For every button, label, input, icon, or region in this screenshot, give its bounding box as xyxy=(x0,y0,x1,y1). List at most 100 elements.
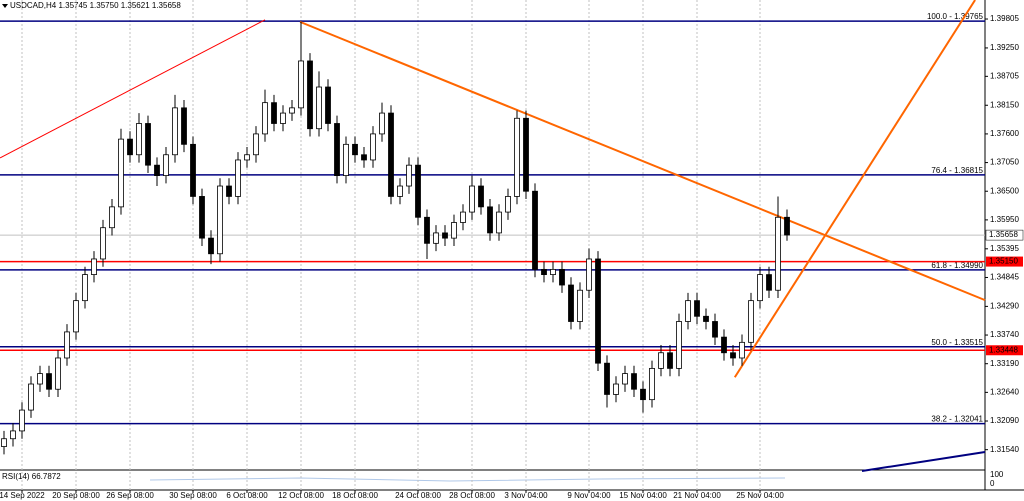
candle-body xyxy=(19,409,25,432)
y-tick-label: 1.32640 xyxy=(990,387,1019,396)
candle-body xyxy=(10,430,16,440)
trendline xyxy=(733,0,976,378)
fibo-label: 38.2 - 1.32041 xyxy=(931,415,983,424)
y-tick-label: 1.39805 xyxy=(990,14,1019,23)
menu-arrow[interactable] xyxy=(2,4,8,8)
x-tick-label: 6 Oct 08:00 xyxy=(226,491,268,500)
candle-body xyxy=(406,164,412,187)
y-tick-label: 1.33190 xyxy=(990,359,1019,368)
candle-body xyxy=(685,300,691,322)
candle-body xyxy=(235,159,241,197)
price-label: 1.33448 xyxy=(989,345,1018,354)
y-tick-label: 1.32090 xyxy=(990,416,1019,425)
x-tick-label: 24 Oct 08:00 xyxy=(395,491,441,500)
indicator-trendline xyxy=(861,451,986,472)
y-tick-label: 1.37050 xyxy=(990,158,1019,167)
candle-body xyxy=(757,274,763,302)
candle-body xyxy=(271,102,277,124)
x-tick-label: 30 Sep 08:00 xyxy=(169,491,217,500)
candle-body xyxy=(181,107,187,145)
candle-body xyxy=(433,232,439,244)
candle-body xyxy=(334,123,340,176)
candle-body xyxy=(568,284,574,322)
candle-body xyxy=(559,268,565,286)
fibo-label: 100.0 - 1.39765 xyxy=(927,12,984,21)
candle-body xyxy=(460,211,466,223)
candle-body xyxy=(361,154,367,161)
candle-body xyxy=(289,107,295,114)
candle-body xyxy=(154,164,160,176)
candle-body xyxy=(415,164,421,218)
candle-body xyxy=(496,211,502,234)
candle-body xyxy=(1,438,7,447)
x-tick-label: 18 Oct 08:00 xyxy=(332,491,378,500)
candle-body xyxy=(37,373,43,385)
y-tick-label: 1.38150 xyxy=(990,100,1019,109)
candle-body xyxy=(253,133,259,156)
candle-body xyxy=(82,274,88,302)
fibo-label: 50.0 - 1.33515 xyxy=(931,338,983,347)
candle-body xyxy=(487,206,493,234)
candle-body xyxy=(523,117,529,192)
candle-body xyxy=(712,321,718,338)
candle-body xyxy=(298,60,304,109)
x-tick-label: 28 Oct 08:00 xyxy=(449,491,495,500)
candle-body xyxy=(631,373,637,390)
fibo-label: 76.4 - 1.36815 xyxy=(931,166,983,175)
candle-body xyxy=(667,352,673,369)
candle-body xyxy=(127,138,133,156)
y-tick-label: 1.38705 xyxy=(990,71,1019,80)
candle-body xyxy=(622,373,628,385)
rsi-line xyxy=(149,477,786,482)
candle-body xyxy=(442,232,448,239)
candle-body xyxy=(703,315,709,322)
candle-body xyxy=(586,258,592,291)
candle-body xyxy=(469,185,475,213)
candle-body xyxy=(46,373,52,390)
candle-body xyxy=(694,300,700,317)
candle-body xyxy=(28,383,34,411)
x-tick-label: 26 Sep 08:00 xyxy=(106,491,154,500)
candle-body xyxy=(514,117,520,197)
candle-body xyxy=(370,133,376,161)
candle-body xyxy=(64,331,70,359)
candle-body xyxy=(190,143,196,197)
candle-body xyxy=(307,60,313,130)
candle-body xyxy=(730,352,736,359)
candle-body xyxy=(676,321,682,369)
candle-body xyxy=(532,190,538,270)
y-tick-label: 1.34845 xyxy=(990,273,1019,282)
candle-body xyxy=(172,107,178,156)
candle-body xyxy=(649,367,655,401)
candle-body xyxy=(316,86,322,130)
candle-body xyxy=(325,86,331,124)
candle-body xyxy=(91,258,97,276)
candle-body xyxy=(658,352,664,369)
indicator-top: 100 xyxy=(990,470,1004,479)
candle-body xyxy=(604,362,610,395)
x-tick-label: 21 Nov 04:00 xyxy=(673,491,721,500)
candle-body xyxy=(145,123,151,166)
candle-body xyxy=(262,102,268,135)
price-box xyxy=(986,256,1023,267)
y-tick-label: 1.33740 xyxy=(990,330,1019,339)
candle-body xyxy=(766,274,772,291)
bid-box xyxy=(985,229,1024,241)
y-tick-label: 1.35395 xyxy=(990,244,1019,253)
candle-body xyxy=(343,143,349,176)
candle-body xyxy=(163,154,169,176)
candle-body xyxy=(55,357,61,390)
candle-body xyxy=(775,216,781,291)
candle-body xyxy=(136,123,142,156)
candle-body xyxy=(217,185,223,255)
candle-body xyxy=(379,112,385,135)
candle-body xyxy=(388,112,394,197)
price-label: 1.35150 xyxy=(989,257,1018,266)
candle-body xyxy=(541,268,547,276)
x-tick-label: 14 Sep 2022 xyxy=(0,491,45,500)
candle-body xyxy=(397,185,403,197)
candle-body xyxy=(478,185,484,208)
trendline xyxy=(299,20,986,302)
chart-title: USDCAD,H4 1.35745 1.35750 1.35621 1.3565… xyxy=(10,1,181,10)
